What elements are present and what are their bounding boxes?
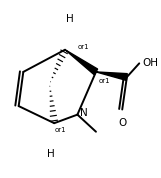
Polygon shape	[65, 50, 98, 75]
Text: or1: or1	[77, 44, 89, 50]
Text: H: H	[47, 149, 55, 159]
Text: H: H	[66, 14, 74, 24]
Text: OH: OH	[142, 58, 158, 68]
Text: N: N	[80, 108, 87, 118]
Text: or1: or1	[99, 78, 111, 84]
Polygon shape	[96, 72, 127, 80]
Text: or1: or1	[54, 127, 66, 134]
Text: O: O	[118, 118, 126, 128]
